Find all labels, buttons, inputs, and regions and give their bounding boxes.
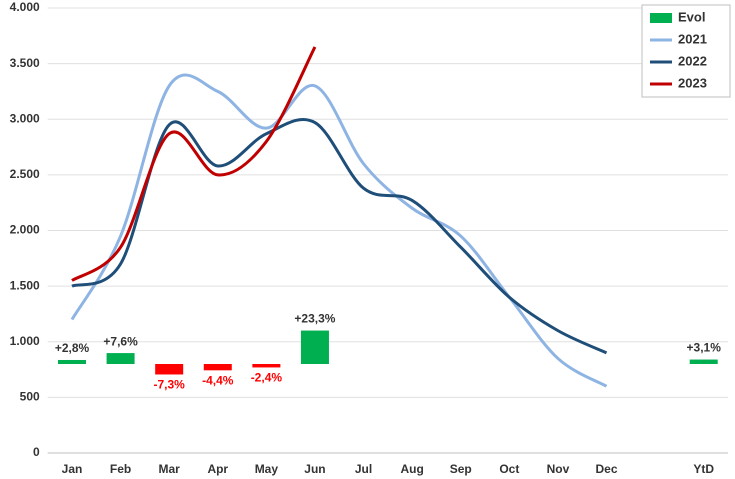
y-tick-label: 500 [20,390,40,404]
bar [155,364,184,375]
data-label: -7,3% [154,378,186,392]
x-tick-label: YtD [693,462,714,476]
y-tick-label: 0 [33,445,40,459]
data-label: +2,8% [55,341,90,355]
x-tick-label: Oct [499,462,519,476]
y-tick-label: 2.000 [10,223,40,237]
bar [203,364,232,371]
x-tick-label: Sep [450,462,472,476]
x-tick-label: Dec [596,462,618,476]
data-label: +3,1% [687,341,722,355]
bar [57,359,86,364]
legend-label: 2023 [678,75,707,90]
y-tick-label: 3.500 [10,56,40,70]
x-tick-label: May [255,462,279,476]
x-tick-label: Jul [355,462,372,476]
data-label: +7,6% [103,334,138,348]
legend-label: 2021 [678,31,707,46]
x-tick-label: Apr [207,462,228,476]
y-tick-label: 1.000 [10,334,40,348]
legend-swatch [650,13,672,23]
line [71,46,317,282]
data-label: +23,3% [294,312,335,326]
x-tick-label: Nov [547,462,570,476]
x-tick-label: Mar [159,462,181,476]
x-tick-label: Feb [110,462,131,476]
bar [252,364,281,368]
y-tick-label: 2.500 [10,167,40,181]
legend-label: Evol [678,9,705,24]
legend-label: 2022 [678,53,707,68]
bar [689,359,718,364]
bar [106,353,135,364]
y-tick-label: 4.000 [10,0,40,14]
data-label: -2,4% [251,371,283,385]
x-tick-label: Jun [304,462,325,476]
y-tick-label: 1.500 [10,278,40,292]
x-tick-label: Jan [62,462,83,476]
data-label: -4,4% [202,373,234,387]
y-tick-label: 3.000 [10,111,40,125]
x-tick-label: Aug [400,462,423,476]
bar [300,330,329,364]
